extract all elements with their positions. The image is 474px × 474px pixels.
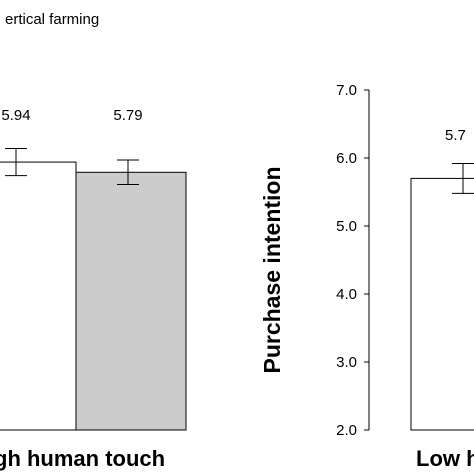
right-tick-label-4: 4.0 xyxy=(336,286,357,303)
right-y-ticks: 7.0 6.0 5.0 4.0 3.0 2.0 xyxy=(336,82,369,439)
right-tick-label-6: 2.0 xyxy=(336,422,357,439)
right-y-axis-label: Purchase intention xyxy=(259,166,285,373)
left-plot-area: 5.94 5.79 xyxy=(0,107,187,431)
left-x-category-label: gh human touch xyxy=(0,446,165,471)
right-tick-label-3: 5.0 xyxy=(336,218,357,235)
left-value-label-1: 5.94 xyxy=(1,107,30,124)
left-panel-title: ertical farming xyxy=(5,11,99,28)
right-tick-label-1: 7.0 xyxy=(336,82,357,99)
left-value-label-2: 5.79 xyxy=(113,107,142,124)
right-value-label-1: 5.7 xyxy=(445,127,466,144)
right-tick-label-2: 6.0 xyxy=(336,150,357,167)
right-bar-1 xyxy=(410,177,474,431)
left-bar-1 xyxy=(0,161,77,431)
right-x-category-label: Low h xyxy=(416,446,474,471)
left-bar-2 xyxy=(75,171,187,431)
right-plot-area: 5.7 xyxy=(368,90,474,431)
right-tick-label-5: 3.0 xyxy=(336,354,357,371)
